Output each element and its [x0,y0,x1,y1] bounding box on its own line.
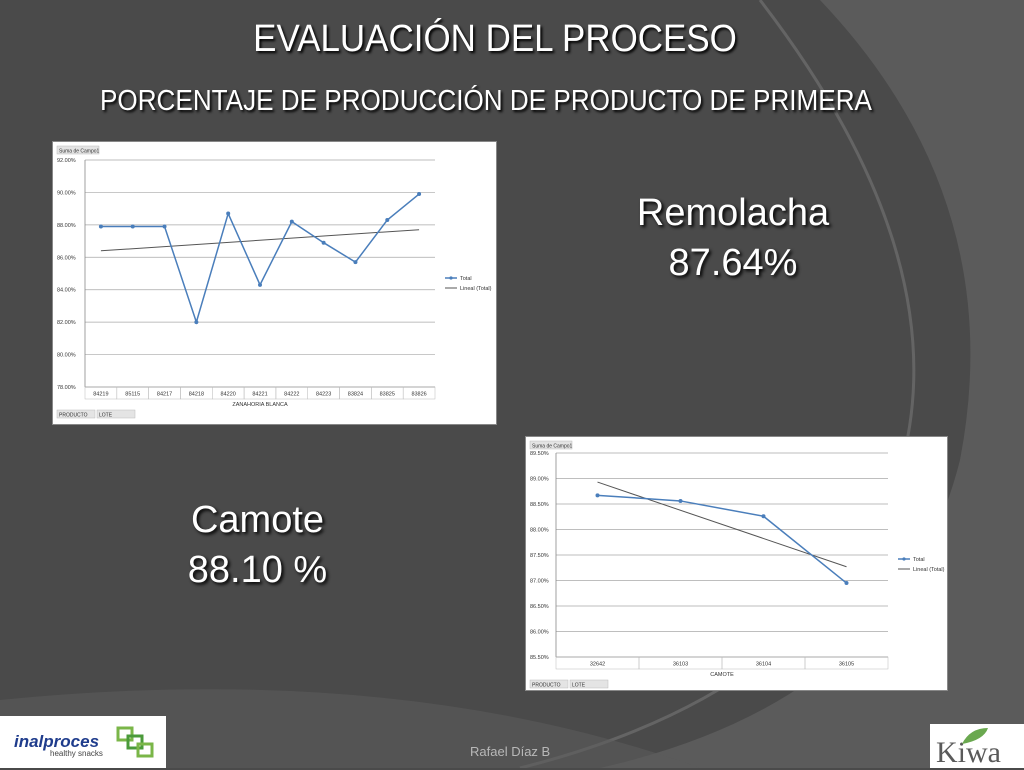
legend-label-trend: Lineal (Total) [913,567,945,573]
x-category-cell [804,656,889,670]
y-tick-label: 89.50% [530,451,549,457]
data-point [385,217,390,222]
y-tick-label: 88.50% [530,502,549,508]
y-tick-label: 87.50% [530,553,549,559]
slide-subtitle: PORCENTAJE DE PRODUCCIÓN DE PRODUCTO DE … [100,85,872,117]
filter-button-label: LOTE [572,683,586,689]
x-tick-label: 84220 [221,392,236,398]
legend-label-trend: Lineal (Total) [460,286,492,292]
y-tick-label: 84.00% [57,288,76,294]
filter-button-lote [569,679,609,689]
footer-author: Rafael Díaz B [470,744,551,759]
x-tick-label: 36103 [673,662,688,668]
y-tick-label: 80.00% [57,353,76,359]
pivot-field-button [56,145,100,155]
data-point [321,240,326,245]
x-tick-label: 83825 [380,392,395,398]
filter-button-producto [56,409,96,419]
chart-camote: Suma de Campo1 85.50% 86.00% 86.50% 87.00% 87… [525,436,948,691]
filter-button-label: PRODUCTO [532,683,561,689]
legend-label-total: Total [913,557,925,563]
pivot-field-button [529,440,573,450]
data-point [595,493,600,498]
legend-label-total: Total [460,276,472,282]
remolacha-label: Remolacha 87.64% [628,188,838,288]
inalproces-logo: inalproces healthy snacks [0,716,166,768]
x-tick-label: 32642 [590,662,605,668]
filter-button-producto [529,679,569,689]
filter-button-label: PRODUCTO [59,413,88,419]
x-axis-title: CAMOTE [710,672,734,678]
data-point [194,320,199,325]
data-point [417,192,422,197]
y-tick-label: 87.00% [530,579,549,585]
kiwa-logo: Kiwa [930,724,1024,769]
y-tick-label: 88.00% [57,223,76,229]
y-tick-label: 90.00% [57,190,76,196]
y-tick-label: 86.00% [530,630,549,636]
inalproces-logo-mark-icon [116,726,154,758]
x-tick-label: 84217 [157,392,172,398]
data-point [98,224,103,229]
camote-name: Camote [190,499,325,541]
x-axis-title: ZANAHORIA BLANCA [232,402,288,408]
y-tick-label: 82.00% [57,320,76,326]
x-tick-label: 83824 [348,392,363,398]
chart-zanahoria-svg: Suma de Campo1 78.00% 80.00% 82.00% 84.00% 86… [56,145,492,419]
y-tick-label: 92.00% [57,158,76,164]
y-tick-label: 86.00% [57,255,76,261]
data-point [678,498,683,503]
camote-value: 88.10 % [187,549,328,591]
filter-button-lote [96,409,136,419]
x-tick-label: 84223 [316,392,331,398]
x-tick-label: 84218 [189,392,204,398]
data-point [226,211,231,216]
inalproces-logo-tagline: healthy snacks [50,749,103,758]
data-point [289,219,294,224]
inalproces-logo-text: inalproces [14,732,100,751]
y-tick-label: 88.00% [530,528,549,534]
x-tick-label: 83826 [411,392,426,398]
x-tick-label: 84221 [252,392,267,398]
legend-marker-total [902,557,906,561]
x-tick-label: 84222 [284,392,299,398]
pivot-field-label: Suma de Campo1 [532,444,573,450]
slide-title: EVALUACIÓN DEL PROCESO [253,18,737,60]
y-tick-label: 89.00% [530,477,549,483]
data-point [761,514,766,519]
chart-zanahoria: Suma de Campo1 78.00% 80.00% 82.00% 84.00% 86… [52,141,497,425]
x-category-cell [402,386,436,400]
x-tick-label: 84219 [93,392,108,398]
camote-label: Camote 88.10 % [160,495,355,595]
data-point [258,282,262,287]
trend-line [100,229,420,252]
remolacha-value: 87.64% [668,242,798,284]
data-point [130,224,135,229]
data-point [162,224,167,229]
series-line-total [100,193,420,325]
legend-marker-total [449,276,453,280]
x-tick-label: 36104 [756,662,771,668]
remolacha-name: Remolacha [636,192,830,234]
y-tick-label: 86.50% [530,604,549,610]
series-line-total [597,494,847,584]
data-point [353,260,358,265]
kiwa-leaf-icon [962,728,988,744]
pivot-field-label: Suma de Campo1 [59,149,100,155]
trend-line [597,481,847,568]
y-tick-label: 85.50% [530,655,549,661]
x-tick-label: 85115 [125,392,140,398]
y-tick-label: 78.00% [57,385,76,391]
filter-button-label: LOTE [99,413,113,419]
x-tick-label: 36105 [839,662,854,668]
chart-camote-svg: Suma de Campo1 85.50% 86.00% 86.50% 87.00% 87… [529,440,945,689]
data-point [844,581,849,586]
